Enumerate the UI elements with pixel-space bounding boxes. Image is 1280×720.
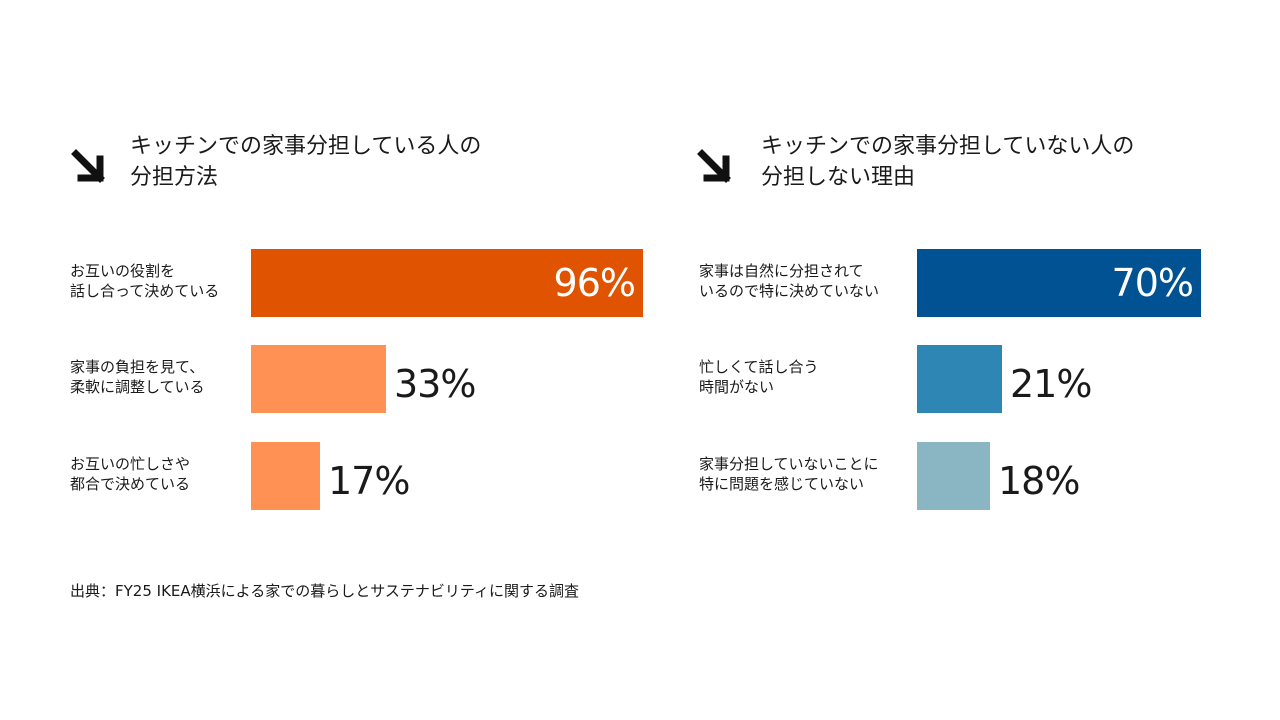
chart-title-line: キッチンでの家事分担していない人の <box>761 134 1135 159</box>
chart-panel-kitchen-sharing-method: キッチンでの家事分担している人の 分担方法 お互いの役割を話し合って決めている 9… <box>0 0 660 560</box>
category-label: 家事の負担を見て、 柔軟に調整している <box>70 357 205 397</box>
category-label-line: 都合で決めている <box>70 475 191 493</box>
bar <box>251 442 320 510</box>
category-label-line: 話し合って決めている <box>70 282 220 300</box>
category-label-line: お互いの忙しさや <box>70 455 191 473</box>
bar <box>917 249 1201 317</box>
category-label: 家事分担していないことに 特に問題を感じていない <box>699 454 879 494</box>
category-label-line: 時間がない <box>699 378 775 396</box>
bar <box>917 345 1002 413</box>
category-label-line: 家事分担していないことに <box>699 455 879 473</box>
category-label-line: 忙しくて話し合う <box>699 358 819 376</box>
value-label: 33% <box>394 362 476 406</box>
category-label-line: 家事の負担を見て、 <box>70 358 205 376</box>
category-label-line: 特に問題を感じていない <box>699 475 865 493</box>
bar <box>251 345 386 413</box>
bar <box>251 249 643 317</box>
category-label-line: いるので特に決めていない <box>699 282 880 300</box>
chart-title: キッチンでの家事分担していない人の 分担しない理由 <box>761 131 1134 193</box>
chart-title-line: 分担方法 <box>130 165 219 190</box>
category-label: 家事は自然に分担されて いるので特に決めていない <box>699 261 879 301</box>
chart-title: キッチンでの家事分担している人の 分担方法 <box>130 131 481 193</box>
chart-title-line: キッチンでの家事分担している人の <box>130 134 482 159</box>
value-label: 21% <box>1010 362 1092 406</box>
arrow-down-right-icon <box>697 149 731 183</box>
category-label-line: 家事は自然に分担されて <box>699 262 864 280</box>
category-label-line: 柔軟に調整している <box>70 378 205 396</box>
arrow-down-right-icon <box>71 149 105 183</box>
category-label: 忙しくて話し合う 時間がない <box>699 357 819 397</box>
chart-title-line: 分担しない理由 <box>761 165 916 190</box>
chart-panel-kitchen-no-sharing-reason: キッチンでの家事分担していない人の 分担しない理由 家事は自然に分担されて いるの… <box>640 0 1280 560</box>
value-label: 96% <box>553 261 636 305</box>
value-label: 17% <box>328 459 410 503</box>
source-note: 出典：FY25 IKEA横浜による家での暮らしとサステナビリティに関する調査 <box>70 582 579 600</box>
value-label: 18% <box>998 459 1080 503</box>
category-label: お互いの役割を話し合って決めている <box>70 261 219 301</box>
category-label: お互いの忙しさや 都合で決めている <box>70 454 190 494</box>
bar <box>917 442 990 510</box>
category-label-line: お互いの役割を <box>70 262 176 280</box>
value-label: 70% <box>1111 261 1194 305</box>
